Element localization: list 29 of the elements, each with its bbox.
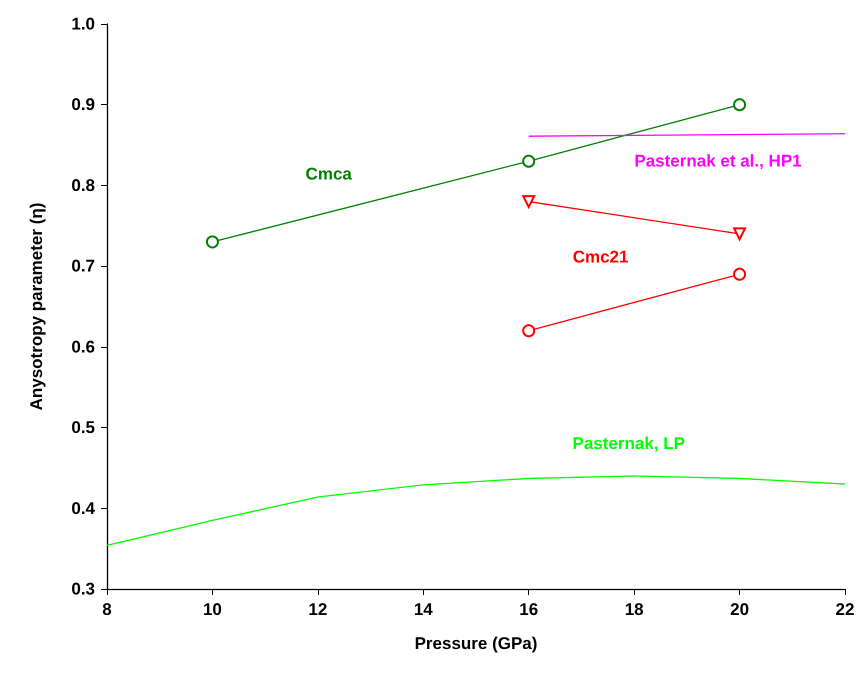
x-tick-label: 18 — [624, 600, 644, 619]
x-axis-title: Pressure (GPa) — [414, 634, 538, 653]
y-tick-label: 0.3 — [71, 580, 95, 598]
point — [206, 235, 219, 248]
y-tick-label: 0.8 — [71, 176, 95, 195]
point — [733, 268, 746, 281]
series-label: Pasternak, LP — [572, 434, 685, 453]
y-tick-label: 0.4 — [71, 498, 96, 518]
y-tick-label: 0.6 — [71, 337, 95, 356]
x-tick-label: 16 — [519, 600, 538, 619]
x-tick-label: 20 — [730, 600, 750, 619]
x-tick-label: 8 — [102, 600, 112, 619]
x-tick-label: 12 — [308, 600, 328, 619]
point — [733, 227, 746, 240]
x-tick-label: 22 — [836, 600, 854, 619]
line-series — [106, 475, 846, 546]
point — [733, 98, 746, 112]
point — [522, 154, 536, 168]
y-tick-label: 0.7 — [71, 256, 95, 276]
x-tick-label: 10 — [202, 600, 222, 619]
series-label: Cmca — [306, 164, 352, 184]
x-tick-label: 14 — [414, 600, 434, 619]
series-label: Pasternak et al., HP1 — [634, 151, 802, 170]
y-axis-title: Anysotropy parameter (η) — [27, 202, 46, 410]
point — [522, 324, 536, 338]
y-tick-label: 1.0 — [71, 14, 95, 34]
y-tick-label: 0.9 — [71, 95, 95, 114]
series-label: Cmc21 — [572, 247, 628, 266]
y-tick-label: 0.5 — [71, 418, 95, 438]
